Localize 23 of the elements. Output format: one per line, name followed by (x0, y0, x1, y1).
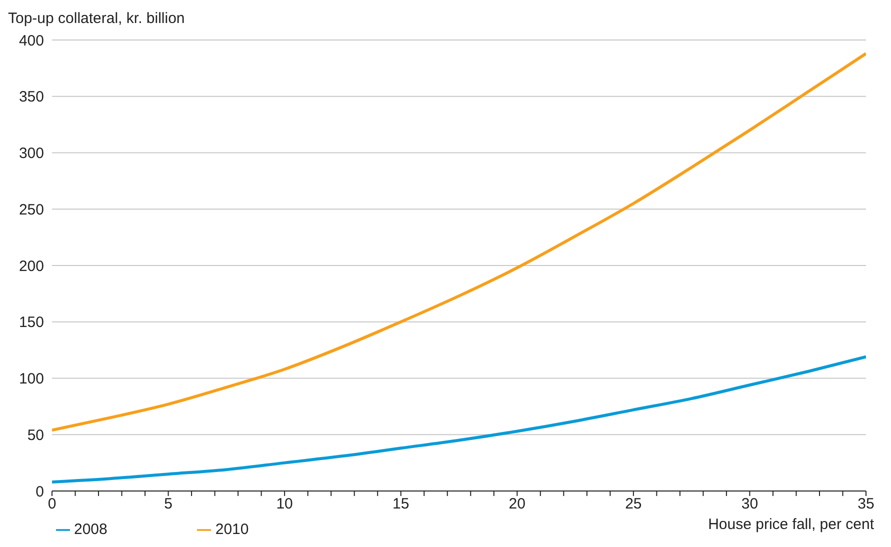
y-tick-label: 300 (18, 145, 44, 162)
y-tick-label: 400 (18, 32, 44, 50)
y-tick-label: 200 (18, 258, 44, 275)
x-axis-title: House price fall, per cent (708, 516, 874, 533)
y-tick-label: 350 (18, 88, 44, 106)
y-tick-label: 50 (27, 426, 44, 444)
line-series (52, 355, 866, 484)
x-tick-label: 35 (858, 496, 874, 513)
y-tick-label: 150 (18, 314, 44, 332)
y-axis-title: Top-up collateral, kr. billion (8, 10, 185, 27)
x-tick-label: 20 (508, 496, 526, 513)
line-series (52, 52, 866, 432)
x-tick-label: 30 (741, 496, 758, 513)
legend-label: 2008 (74, 521, 108, 538)
x-tick-label: 5 (164, 496, 172, 513)
x-tick-label: 25 (625, 496, 642, 513)
y-tick-label: 100 (18, 370, 44, 388)
x-tick-label: 0 (48, 496, 56, 513)
y-tick-label: 250 (18, 201, 44, 218)
x-tick-label: 15 (392, 496, 410, 513)
y-tick-label: 0 (36, 483, 44, 500)
x-tick-label: 10 (276, 496, 293, 513)
legend-label: 2010 (215, 521, 249, 538)
